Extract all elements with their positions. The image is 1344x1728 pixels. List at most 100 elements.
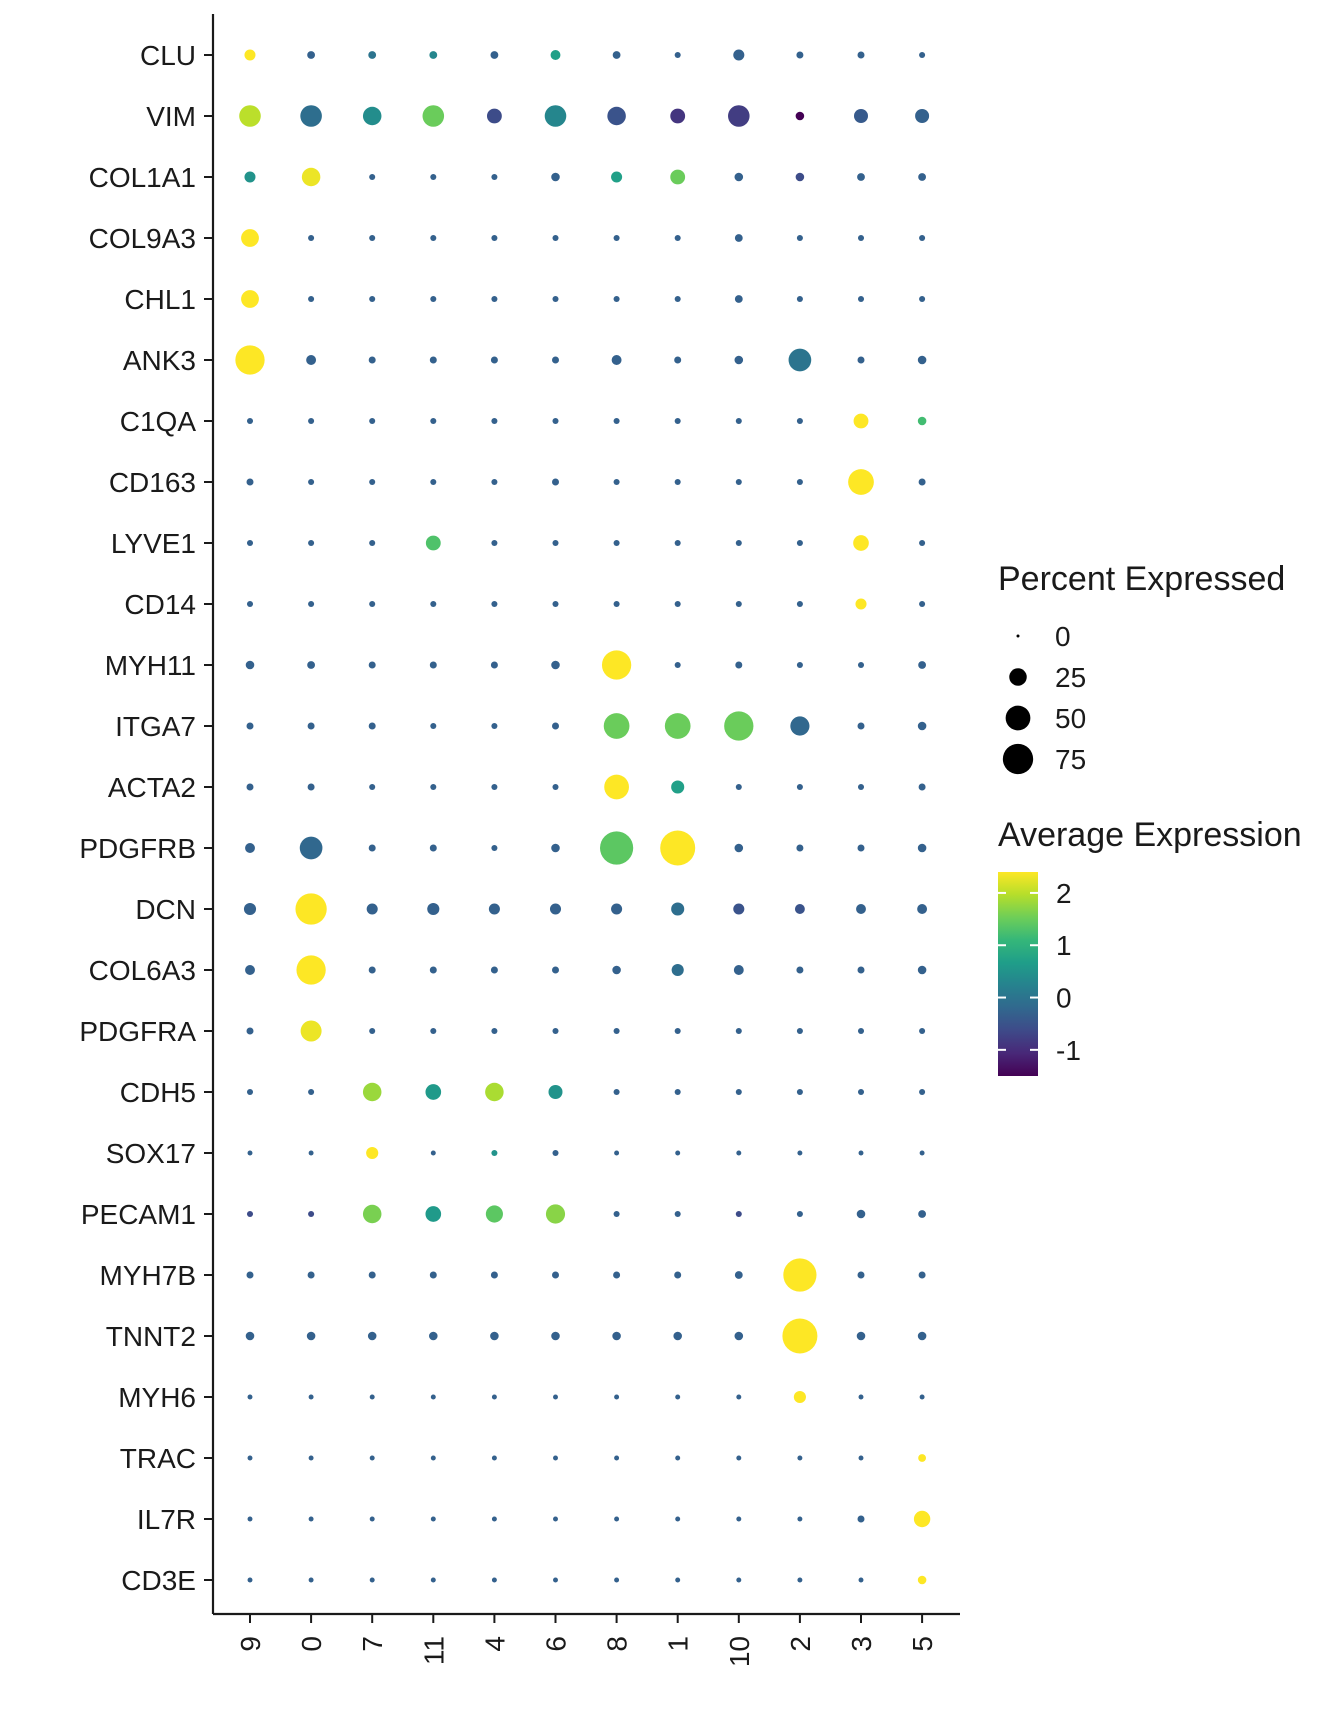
dot <box>796 51 804 59</box>
dot <box>368 722 376 730</box>
dot <box>429 844 437 852</box>
dot <box>491 1455 497 1461</box>
gene-label: DCN <box>135 894 196 925</box>
dot <box>427 902 440 916</box>
size-legend-label: 0 <box>1055 621 1071 652</box>
dot <box>794 904 805 914</box>
dot <box>613 1027 620 1035</box>
dot <box>734 234 743 242</box>
dot <box>671 963 684 977</box>
dot <box>858 1577 864 1583</box>
dot <box>430 600 437 608</box>
dot <box>857 661 865 669</box>
dot <box>796 1088 803 1096</box>
dot <box>736 1577 742 1583</box>
dot <box>782 1318 818 1354</box>
dot <box>857 356 865 364</box>
dot <box>239 105 261 127</box>
dot <box>491 1149 498 1157</box>
dot <box>796 844 804 852</box>
color-legend-ticks: 2 1 0 -1 <box>998 878 1081 1066</box>
dot <box>917 1331 927 1341</box>
dot <box>919 51 926 59</box>
dot <box>430 1455 436 1461</box>
dot <box>430 417 437 425</box>
dot <box>491 417 498 425</box>
dot <box>795 111 805 121</box>
gene-label: MYH7B <box>100 1260 196 1291</box>
dot <box>735 783 742 791</box>
dot <box>491 478 498 486</box>
dot <box>368 966 376 974</box>
dot <box>429 661 437 669</box>
dot <box>491 783 498 791</box>
dot <box>857 173 865 181</box>
dot <box>300 105 322 127</box>
dot <box>552 295 559 303</box>
dot <box>674 1027 681 1035</box>
dot <box>491 722 498 730</box>
dot <box>308 234 315 242</box>
dot <box>491 1027 498 1035</box>
dot <box>674 417 681 425</box>
gene-label: CLU <box>140 40 196 71</box>
dot <box>855 598 867 610</box>
dot <box>734 843 744 853</box>
dot <box>362 1204 382 1224</box>
dot <box>551 172 560 182</box>
dot <box>368 1271 376 1279</box>
cluster-label: 2 <box>785 1636 816 1652</box>
dot <box>308 1088 315 1096</box>
size-legend-title: Percent Expressed <box>998 560 1285 598</box>
dot <box>247 1516 253 1522</box>
dot <box>788 348 812 372</box>
dot <box>604 774 629 800</box>
dot <box>735 600 742 608</box>
dot <box>369 1455 375 1461</box>
dot <box>369 1394 375 1400</box>
dot <box>552 722 559 730</box>
dot <box>552 539 559 547</box>
dot <box>430 234 437 242</box>
dot <box>422 105 445 127</box>
dot <box>919 600 926 608</box>
dot <box>674 478 681 486</box>
dot <box>296 955 326 985</box>
gene-label: ANK3 <box>123 345 196 376</box>
dot <box>366 1146 379 1160</box>
plot-axes <box>204 14 960 1623</box>
dot <box>735 1210 742 1218</box>
dot <box>491 539 498 547</box>
cluster-label: 8 <box>602 1636 633 1652</box>
dot <box>797 1150 803 1156</box>
cluster-label: 5 <box>907 1636 938 1652</box>
dot <box>856 1209 866 1219</box>
dot <box>491 173 498 181</box>
dot <box>917 1575 927 1585</box>
dot <box>796 478 803 486</box>
dot <box>796 783 803 791</box>
color-bar <box>998 872 1038 1076</box>
dot <box>369 173 376 181</box>
dot <box>735 1088 742 1096</box>
dot <box>425 535 441 551</box>
gene-label: COL6A3 <box>89 955 196 986</box>
dot <box>660 830 696 866</box>
cluster-label: 4 <box>479 1636 510 1652</box>
dot <box>243 902 257 916</box>
dot <box>675 1577 681 1583</box>
dot <box>735 478 742 486</box>
dot <box>491 600 498 608</box>
dot <box>307 51 316 59</box>
dot <box>915 109 930 123</box>
dot <box>362 1082 382 1102</box>
dot <box>857 722 865 730</box>
dot <box>919 539 926 547</box>
gene-label: CD14 <box>124 589 196 620</box>
dot <box>552 1027 559 1035</box>
dot <box>603 713 630 739</box>
dot <box>734 1331 744 1341</box>
gene-label: COL9A3 <box>89 223 196 254</box>
dot <box>552 600 559 608</box>
dot <box>367 1331 377 1341</box>
